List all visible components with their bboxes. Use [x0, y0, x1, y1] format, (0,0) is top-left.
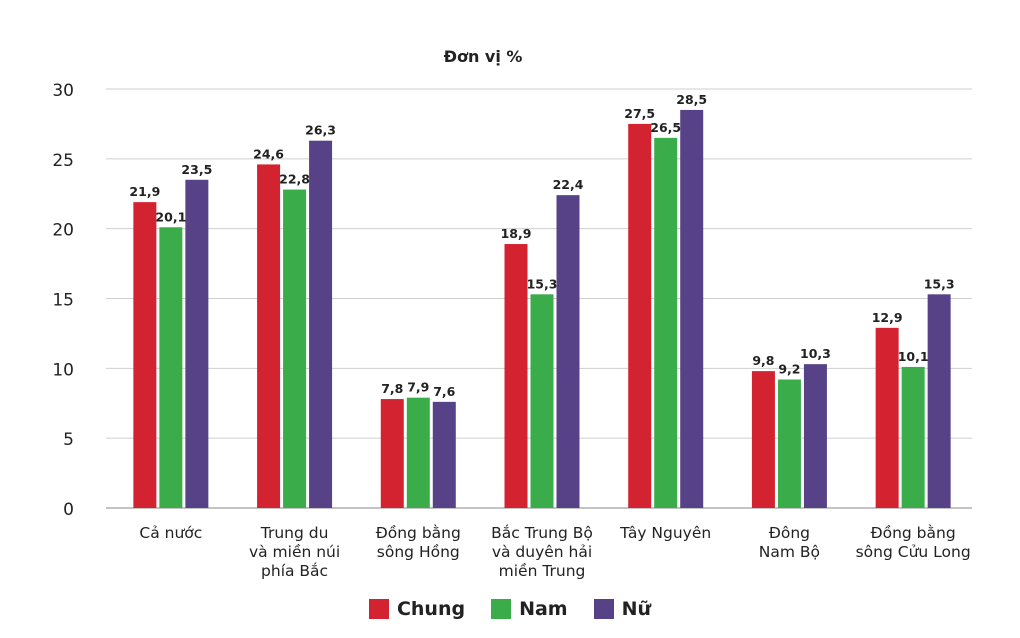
legend-label: Nam: [519, 598, 568, 620]
bar-nữ: [556, 195, 580, 508]
bar-chung: [133, 202, 157, 508]
bar-nữ: [185, 179, 209, 509]
y-tick-label: 15: [52, 291, 74, 311]
data-label: 7,6: [433, 384, 455, 399]
data-label: 10,3: [800, 346, 831, 361]
data-label: 12,9: [872, 310, 903, 325]
bar-nữ: [432, 401, 456, 508]
chart-title: Đơn vị %: [444, 47, 523, 66]
legend-swatch: [491, 599, 512, 619]
bar-chung: [628, 123, 652, 509]
data-label: 7,8: [381, 381, 403, 396]
y-axis: 0 5 10 15 20 25 30: [52, 81, 74, 520]
y-tick-label: 0: [63, 500, 74, 520]
legend-item-nam: Nam: [491, 598, 568, 620]
bar-chung: [875, 327, 899, 508]
data-label: 21,9: [129, 184, 160, 199]
data-label: 20,1: [155, 209, 186, 224]
bar-nam: [283, 189, 307, 508]
value-labels: 21,9 20,1 23,5 24,6 22,8 26,3 7,8 7,9 7,6 18,9 15,…: [129, 92, 954, 399]
data-label: 27,5: [624, 106, 655, 121]
legend-item-chung: Chung: [368, 598, 466, 620]
data-label: 7,9: [407, 380, 429, 395]
data-label: 26,5: [650, 120, 681, 135]
x-tick-label: Bắc Trung Bộ: [491, 524, 593, 542]
bar-nữ: [803, 364, 827, 508]
bar-chung: [751, 371, 775, 508]
bar-nữ: [927, 294, 951, 508]
data-label: 26,3: [305, 123, 336, 138]
y-tick-label: 10: [52, 360, 74, 380]
x-tick-label: và duyên hải: [492, 543, 592, 561]
legend-swatch: [368, 599, 389, 619]
data-label: 15,3: [924, 276, 955, 291]
x-tick-label: sông Cửu Long: [856, 543, 971, 561]
data-label: 10,1: [898, 349, 929, 364]
bar-nữ: [680, 109, 704, 508]
bar-chung: [504, 244, 528, 508]
x-tick-label: Cả nước: [139, 524, 202, 542]
x-tick-label: Đồng bằng: [376, 524, 461, 542]
legend-swatch: [593, 599, 614, 619]
bar-nam: [159, 227, 183, 508]
data-label: 22,8: [279, 172, 310, 187]
x-tick-label: Tây Nguyên: [619, 524, 711, 542]
y-tick-label: 25: [52, 151, 74, 171]
x-tick-label: Đồng bằng: [871, 524, 956, 542]
y-tick-label: 30: [52, 81, 74, 101]
x-tick-label: miền Trung: [499, 562, 586, 580]
legend-label: Nữ: [621, 598, 652, 620]
data-label: 24,6: [253, 146, 284, 161]
x-tick-label: Đông: [769, 524, 810, 542]
bar-nam: [530, 294, 554, 508]
data-label: 18,9: [501, 226, 532, 241]
bar-nam: [777, 379, 801, 508]
legend: Chung Nam Nữ: [0, 598, 1020, 620]
data-label: 9,2: [778, 362, 800, 377]
data-label: 9,8: [752, 353, 774, 368]
y-tick-label: 5: [63, 430, 74, 450]
bar-chung: [380, 399, 404, 508]
x-tick-label: sông Hồng: [377, 543, 460, 561]
bar-nữ: [309, 140, 333, 508]
x-tick-label: phía Bắc: [261, 562, 328, 580]
x-tick-label: Trung du: [260, 524, 329, 542]
data-label: 22,4: [553, 177, 584, 192]
x-tick-label: và miền núi: [249, 543, 340, 561]
bar-nam: [654, 137, 678, 508]
bars: [133, 109, 951, 509]
legend-item-nữ: Nữ: [593, 598, 652, 620]
bar-chung: [257, 164, 281, 509]
y-tick-label: 20: [52, 221, 74, 241]
legend-label: Chung: [396, 598, 466, 620]
bar-nam: [901, 366, 925, 508]
data-label: 28,5: [676, 92, 707, 107]
bar-nam: [406, 397, 430, 508]
data-label: 15,3: [527, 276, 558, 291]
bar-chart: Đơn vị % 0 5 10 15 20 25 30 21,9 20,1 23,5 24,6 22…: [52, 47, 972, 580]
data-label: 23,5: [181, 162, 212, 177]
x-tick-label: Nam Bộ: [759, 543, 820, 561]
